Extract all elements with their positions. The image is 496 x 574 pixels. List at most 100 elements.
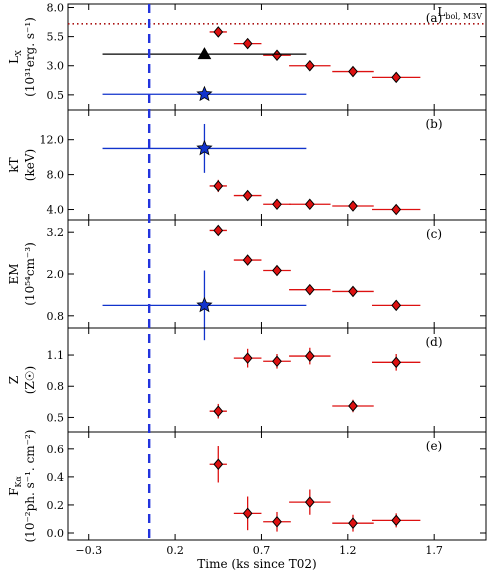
data-point-diamond <box>233 189 262 202</box>
data-point-star <box>102 123 307 173</box>
y-tick-label: 4.0 <box>47 204 65 217</box>
diamond-marker <box>213 26 224 38</box>
data-point-star <box>102 85 307 102</box>
x-tick-label: 1.2 <box>339 544 357 557</box>
y-axis-units: (10⁵⁴cm⁻³) <box>23 242 37 306</box>
y-axis-label: LX <box>7 50 23 64</box>
diamond-marker <box>272 198 282 211</box>
diamond-marker <box>391 203 402 216</box>
diamond-marker <box>213 458 224 471</box>
star-marker <box>196 296 213 313</box>
star-marker <box>196 85 213 102</box>
lbol-label: Lbol, M3V <box>437 5 482 21</box>
x-axis-title: Time (ks since T02) <box>197 557 316 571</box>
diamond-marker <box>391 299 402 312</box>
data-point-diamond <box>372 299 421 312</box>
data-point-diamond <box>209 179 227 193</box>
data-point-diamond <box>332 65 374 78</box>
data-point-diamond <box>263 511 291 532</box>
x-tick-label: 0.7 <box>253 544 271 557</box>
data-point-diamond <box>233 37 262 50</box>
data-point-diamond <box>372 513 421 528</box>
x-tick-label: 0.2 <box>166 544 184 557</box>
panel-3: 0.8 2.0 3.2 EM (10⁵⁴cm⁻³) (c) <box>7 219 487 341</box>
diamond-marker <box>272 49 282 62</box>
data-point-diamond <box>233 254 262 266</box>
y-tick-label: 0.2 <box>47 499 65 512</box>
data-point-diamond <box>332 514 374 532</box>
y-axis-units: (Z☉) <box>23 366 37 394</box>
panel-5: 0.0 0.2 0.4 0.6 FKα (10⁻²ph. s⁻¹. cm⁻²) (e) <box>7 430 487 543</box>
diamond-marker <box>304 496 315 508</box>
diamond-marker <box>348 285 358 298</box>
data-point-diamond <box>289 59 331 72</box>
y-tick-label: 0.8 <box>47 310 65 323</box>
diamond-marker <box>391 71 402 84</box>
data-point-diamond <box>332 399 374 413</box>
diamond-marker <box>304 350 315 362</box>
y-tick-label: 8.0 <box>47 1 65 14</box>
data-point-diamond <box>263 198 291 211</box>
diamond-marker <box>304 198 315 211</box>
y-axis-units: (10³¹erg. s⁻¹) <box>23 17 37 97</box>
panel-2: 4.0 8.0 12.0 kT (keV) (b) <box>7 109 487 221</box>
data-point-diamond <box>289 347 331 365</box>
panel-frame <box>67 327 487 433</box>
diamond-marker <box>213 224 224 237</box>
y-tick-label: 2.0 <box>47 268 65 281</box>
y-tick-label: 1.1 <box>47 349 65 362</box>
data-point-diamond <box>372 203 421 216</box>
y-tick-label: 0.6 <box>47 443 65 456</box>
data-point-star <box>102 270 307 341</box>
y-axis-label: kT <box>7 157 21 172</box>
panel-1: 0.5 3.0 5.5 8.0 LX (10³¹erg. s⁻¹) (a)Lbol, M3V <box>7 1 487 111</box>
star-marker <box>196 139 213 156</box>
data-point-diamond <box>209 446 227 483</box>
diamond-marker <box>304 283 315 296</box>
panel-label: (c) <box>426 227 442 241</box>
y-tick-label: 3.0 <box>47 60 65 73</box>
diamond-marker <box>242 352 253 364</box>
y-tick-label: 0.5 <box>47 89 65 102</box>
diamond-marker <box>272 264 282 277</box>
diamond-marker <box>348 200 358 212</box>
data-point-diamond <box>289 489 331 515</box>
diamond-marker <box>242 189 253 202</box>
y-tick-label: 8.0 <box>47 169 65 182</box>
y-axis-units: (10⁻²ph. s⁻¹. cm⁻²) <box>23 430 37 543</box>
data-point-diamond <box>263 264 291 277</box>
panel-label: (a) <box>426 11 443 25</box>
diamond-marker <box>348 65 358 78</box>
data-point-diamond <box>209 224 227 237</box>
panel-frame <box>67 431 487 541</box>
y-axis-units: (keV) <box>23 149 37 181</box>
y-tick-label: 3.2 <box>47 226 65 239</box>
diamond-marker <box>242 254 253 266</box>
diamond-marker <box>348 400 358 412</box>
y-tick-label: 12.0 <box>40 134 65 147</box>
triangle-marker <box>197 47 212 60</box>
data-point-diamond <box>289 283 331 296</box>
diamond-marker <box>242 507 253 520</box>
data-point-diamond <box>233 496 262 531</box>
diamond-marker <box>304 59 315 72</box>
y-axis-label: Z <box>7 376 21 384</box>
diamond-marker <box>242 37 253 50</box>
y-tick-label: 0.0 <box>47 527 65 540</box>
data-point-diamond <box>372 354 421 371</box>
diamond-marker <box>272 355 282 368</box>
y-tick-label: 5.5 <box>47 31 65 44</box>
panel-label: (e) <box>426 439 442 453</box>
data-point-diamond <box>263 49 291 62</box>
data-point-diamond <box>332 285 374 298</box>
data-point-triangle <box>102 47 307 60</box>
data-point-diamond <box>209 26 227 38</box>
x-tick-label: −0.3 <box>75 544 102 557</box>
data-point-diamond <box>289 198 331 211</box>
panel-4: 0.5 0.8 1.1 Z (Z☉) (d) <box>7 327 487 433</box>
diamond-marker <box>391 514 402 527</box>
panel-label: (b) <box>425 117 442 131</box>
data-point-diamond <box>372 71 421 84</box>
diamond-marker <box>272 515 282 528</box>
